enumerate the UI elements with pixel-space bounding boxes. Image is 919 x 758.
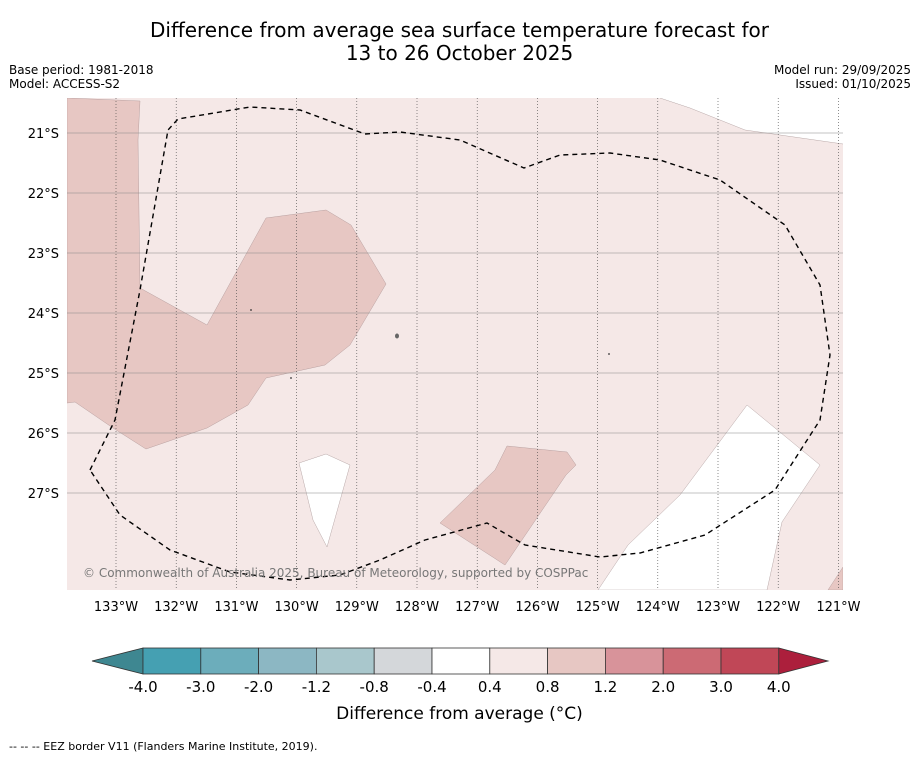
copyright-text: © Commonwealth of Australia 2025, Bureau… xyxy=(83,566,588,580)
colorbar-tick: -2.0 xyxy=(244,678,273,696)
lon-label: 125°W xyxy=(576,600,620,615)
colorbar-tick: 2.0 xyxy=(651,678,675,696)
colorbar-tick: -0.8 xyxy=(360,678,389,696)
colorbar-segment xyxy=(200,647,260,675)
lon-label: 128°W xyxy=(395,600,439,615)
lat-label: 25°S xyxy=(28,367,59,382)
colorbar-tick: 1.2 xyxy=(593,678,617,696)
lon-label: 129°W xyxy=(335,600,379,615)
footer-note: -- -- -- EEZ border V11 (Flanders Marine… xyxy=(9,740,318,753)
lon-label: 123°W xyxy=(696,600,740,615)
latitude-gridlines xyxy=(67,132,843,494)
colorbar-segment xyxy=(315,647,375,675)
colorbar-tick: -4.0 xyxy=(128,678,157,696)
lat-label: 23°S xyxy=(28,247,59,262)
longitude-gridlines xyxy=(115,98,839,590)
model-name: Model: ACCESS-S2 xyxy=(9,77,121,91)
colorbar-segment xyxy=(431,647,491,675)
colorbar-segment xyxy=(662,647,722,675)
colorbar-segment xyxy=(373,647,433,675)
colorbar-segment xyxy=(720,647,780,675)
lat-label: 22°S xyxy=(28,187,59,202)
title-line-1: Difference from average sea surface temp… xyxy=(149,18,769,42)
neutral-area-southeast xyxy=(597,404,821,590)
colorbar-tick: -3.0 xyxy=(186,678,215,696)
anomaly-patch-south xyxy=(439,445,577,566)
colorbar-tick: 3.0 xyxy=(709,678,733,696)
lat-label: 27°S xyxy=(28,487,59,502)
lon-label: 124°W xyxy=(636,600,680,615)
lon-label: 126°W xyxy=(515,600,559,615)
issued-date: Issued: 01/10/2025 xyxy=(795,77,911,91)
lon-label: 132°W xyxy=(154,600,198,615)
meta-right: Model run: 29/09/2025 Issued: 01/10/2025 xyxy=(774,63,911,91)
anomaly-patch-corner xyxy=(827,566,843,590)
lon-label: 122°W xyxy=(756,600,800,615)
colorbar-tick: -1.2 xyxy=(302,678,331,696)
island-marker xyxy=(608,353,610,355)
longitude-labels: 133°W 132°W 131°W 130°W 129°W 128°W 127°W 126°W… xyxy=(94,600,861,615)
colorbar-tick: -0.4 xyxy=(417,678,446,696)
colorbar-segment xyxy=(489,647,548,675)
lon-label: 131°W xyxy=(214,600,258,615)
lat-label: 26°S xyxy=(28,427,59,442)
colorbar xyxy=(91,647,830,675)
eez-border xyxy=(89,106,831,581)
base-period: Base period: 1981-2018 xyxy=(9,63,154,77)
colorbar-extend-high xyxy=(778,647,830,675)
island-marker xyxy=(395,333,399,339)
colorbar-tick: 0.4 xyxy=(478,678,502,696)
model-run: Model run: 29/09/2025 xyxy=(773,63,911,77)
colorbar-segment xyxy=(258,647,317,675)
title-line-2: 13 to 26 October 2025 xyxy=(345,41,574,65)
colorbar-label: Difference from average (°C) xyxy=(336,704,583,724)
latitude-labels: 21°S 22°S 23°S 24°S 25°S 26°S 27°S xyxy=(28,127,59,502)
colorbar-segment xyxy=(142,647,202,675)
colorbar-segment xyxy=(605,647,664,675)
neutral-area-north xyxy=(140,98,843,144)
island-marker xyxy=(290,377,292,379)
neutral-area-south xyxy=(298,453,351,548)
lon-label: 121°W xyxy=(816,600,860,615)
colorbar-tick: 4.0 xyxy=(767,678,791,696)
lon-label: 130°W xyxy=(275,600,319,615)
lon-label: 127°W xyxy=(455,600,499,615)
lat-label: 24°S xyxy=(28,307,59,322)
colorbar-tick-labels: -4.0 -3.0 -2.0 -1.2 -0.8 -0.4 0.4 0.8 1.2 2.0 3.0 4… xyxy=(128,678,790,696)
meta-left: Base period: 1981-2018 Model: ACCESS-S2 xyxy=(9,63,154,91)
map-panel: © Commonwealth of Australia 2025, Bureau… xyxy=(67,98,843,590)
colorbar-tick: 0.8 xyxy=(536,678,560,696)
lat-label: 21°S xyxy=(28,127,59,142)
lon-label: 133°W xyxy=(94,600,138,615)
colorbar-extend-low xyxy=(91,647,144,675)
island-marker xyxy=(250,309,252,311)
colorbar-segment xyxy=(547,647,606,675)
map-title: Difference from average sea surface temp… xyxy=(0,19,919,65)
